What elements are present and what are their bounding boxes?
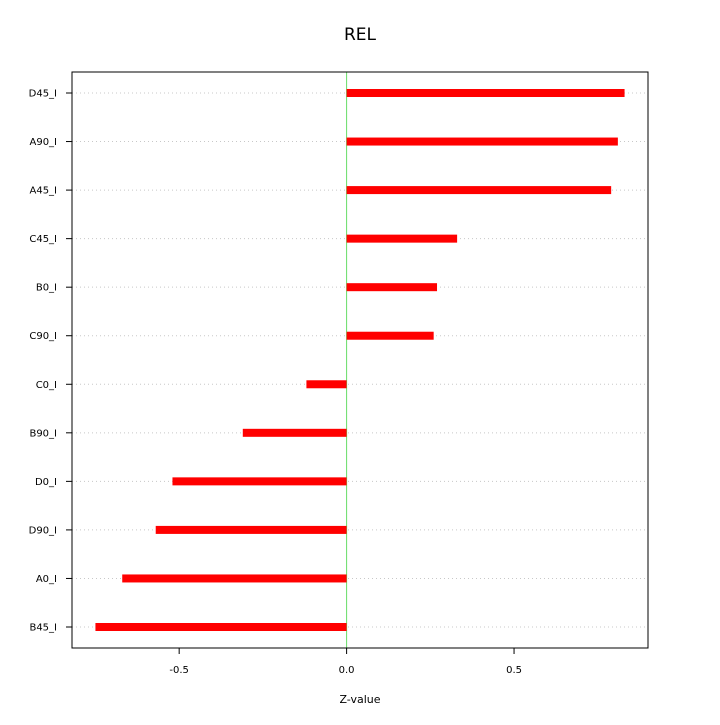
x-tick-label: 0.0	[339, 665, 355, 676]
y-tick-label: D90_I	[29, 525, 57, 536]
bar-A90_I	[346, 137, 618, 146]
bar-A0_I	[122, 574, 347, 583]
bar-D0_I	[172, 477, 347, 486]
bar-B0_I	[346, 283, 438, 292]
bar-D45_I	[346, 89, 625, 97]
bar-D90_I	[155, 525, 347, 534]
bar-B90_I	[242, 428, 347, 437]
bar-C90_I	[346, 331, 434, 340]
y-tick-label: B45_I	[29, 623, 57, 634]
plot-frame	[71, 71, 649, 649]
y-tick-label: A0_I	[36, 574, 57, 585]
x-tick-label: 0.5	[506, 665, 522, 676]
y-tick-labels: D45_I A90_I A45_I C45_I B0_I C90_I C0_I B90_I D0…	[29, 89, 72, 634]
chart-title: REL	[344, 25, 377, 45]
y-tick-label: A90_I	[29, 137, 57, 148]
y-tick-label: C0_I	[36, 380, 57, 391]
bars	[95, 89, 625, 631]
x-tick-label: -0.5	[169, 665, 189, 676]
bar-B45_I	[95, 623, 347, 631]
bar-C0_I	[306, 380, 347, 389]
y-tick-label: A45_I	[29, 186, 57, 197]
y-tick-label: D0_I	[35, 477, 57, 488]
y-tick-label: C45_I	[29, 234, 57, 245]
x-axis-ticks: -0.5 0.0 0.5	[169, 648, 522, 676]
bar-C45_I	[346, 234, 458, 243]
grid-lines	[72, 92, 648, 628]
y-tick-label: B0_I	[36, 283, 57, 294]
y-tick-label: B90_I	[29, 428, 57, 439]
y-tick-label: C90_I	[29, 331, 57, 342]
y-tick-label: D45_I	[29, 89, 57, 100]
bar-A45_I	[346, 186, 612, 195]
x-axis-label: Z-value	[339, 693, 380, 706]
